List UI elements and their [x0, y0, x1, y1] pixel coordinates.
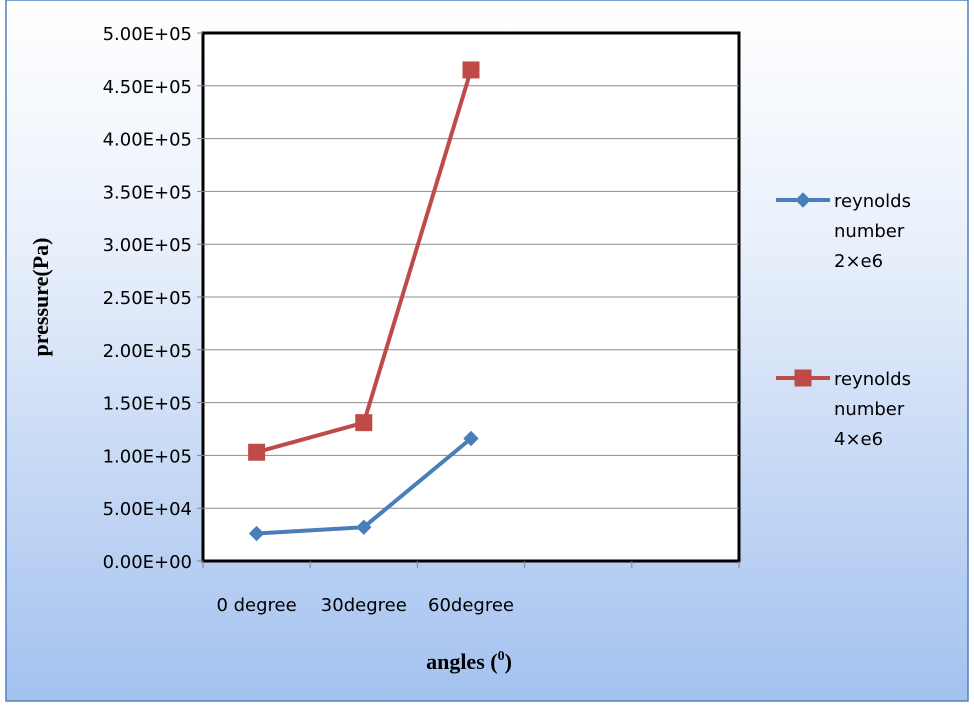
data-point — [794, 369, 812, 387]
legend-label: 4×e6 — [834, 429, 883, 450]
x-tick-labels: 0 degree 30degree 60degree — [216, 595, 514, 616]
legend-label: number — [834, 399, 905, 420]
legend: reynolds number 2×e6 reynolds number 4×e6 — [776, 191, 911, 450]
x-axis-unit-open: ( — [490, 649, 497, 674]
x-axis-label: angles (0) — [426, 649, 512, 674]
gridlines — [203, 85, 739, 509]
legend-entry-1: reynolds number 2×e6 — [776, 191, 911, 272]
y-tick-label: 4.50E+05 — [103, 77, 192, 98]
x-axis-label-text: angles — [426, 649, 485, 674]
y-tick-label: 2.00E+05 — [103, 341, 192, 362]
series-layer — [248, 61, 480, 542]
y-tick-label: 1.50E+05 — [103, 394, 192, 415]
legend-label: reynolds — [834, 369, 911, 390]
x-axis-unit-close: ) — [505, 649, 512, 674]
legend-label: number — [834, 221, 905, 242]
series-2 — [248, 61, 480, 461]
y-tick-label: 2.50E+05 — [103, 288, 192, 309]
data-point — [462, 61, 480, 79]
x-axis-unit-sup: 0 — [498, 649, 505, 664]
data-point — [248, 443, 266, 461]
y-tick-label: 3.50E+05 — [103, 182, 192, 203]
legend-label: reynolds — [834, 191, 911, 212]
legend-label: 2×e6 — [834, 251, 883, 272]
y-axis-label: pressure(Pa) — [28, 238, 53, 357]
axes — [197, 32, 740, 568]
data-point — [795, 192, 811, 208]
x-tick-label: 0 degree — [216, 595, 296, 616]
legend-entry-2: reynolds number 4×e6 — [776, 369, 911, 450]
data-point — [463, 430, 479, 447]
x-tick-label: 60degree — [428, 595, 514, 616]
data-point — [355, 414, 373, 432]
y-tick-label: 5.00E+04 — [103, 499, 192, 520]
data-point — [356, 519, 372, 535]
y-tick-label: 5.00E+05 — [103, 24, 192, 45]
y-tick-label: 1.00E+05 — [103, 446, 192, 467]
y-tick-labels: 0.00E+00 5.00E+04 1.00E+05 1.50E+05 2.00E+05… — [103, 24, 192, 573]
series-1 — [248, 430, 479, 542]
y-tick-label: 4.00E+05 — [103, 130, 192, 151]
data-point — [248, 525, 265, 542]
x-tick-label: 30degree — [321, 595, 407, 616]
y-tick-label: 3.00E+05 — [103, 235, 192, 256]
y-tick-label: 0.00E+00 — [103, 552, 192, 573]
